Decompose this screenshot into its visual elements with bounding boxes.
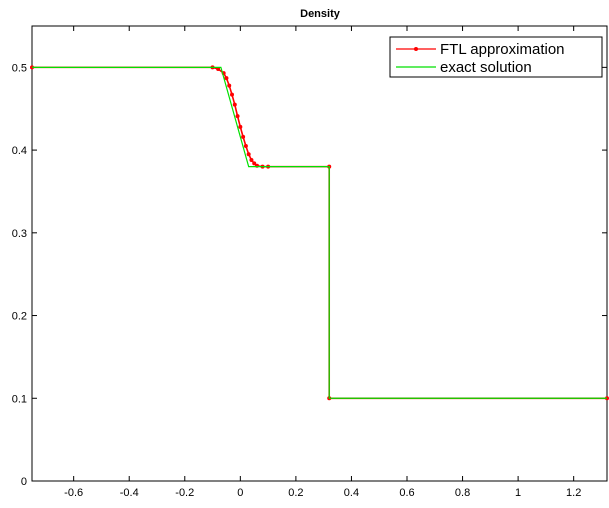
y-tick-label: 0.3 [12, 228, 27, 240]
y-tick-label: 0.2 [12, 311, 27, 323]
y-tick-label: 0.4 [12, 145, 27, 157]
x-tick-label: 0.6 [399, 487, 414, 499]
x-tick-label: -0.4 [120, 487, 139, 499]
data-point [238, 124, 243, 129]
data-point [224, 76, 229, 81]
x-tick-label: -0.2 [175, 487, 194, 499]
legend-box [389, 36, 603, 78]
legend-label-ftl: FTL approximation [440, 41, 565, 58]
data-point [216, 67, 221, 72]
x-tick-label: 0.2 [288, 487, 303, 499]
x-tick-label: -0.6 [64, 487, 83, 499]
data-point [230, 92, 234, 97]
x-tick-label: 0 [237, 487, 243, 499]
axis-ticks: -0.6 -0.4 -0.2 0 0.2 0.4 0.6 0.8 1 1.2 0 0.1 0.2 0.3 0… [12, 26, 607, 499]
data-point [249, 158, 254, 163]
series-layer [30, 65, 609, 401]
data-point [246, 152, 251, 157]
legend: FTL approximation exact solution [389, 36, 603, 78]
data-point [243, 143, 248, 148]
chart-title: Density [300, 8, 341, 20]
plot-area [31, 25, 608, 482]
data-point [232, 102, 237, 107]
legend-label-exact: exact solution [440, 59, 532, 76]
y-tick-label: 0.1 [12, 393, 27, 405]
y-tick-label: 0 [21, 476, 27, 488]
y-tick-label: 0.5 [12, 62, 27, 74]
data-point [252, 161, 257, 166]
x-tick-label: 1 [515, 487, 521, 499]
series-line-1 [32, 66, 607, 399]
x-tick-label: 0.8 [455, 487, 470, 499]
x-tick-label: 1.2 [566, 487, 581, 499]
data-point [241, 134, 246, 139]
data-point [227, 83, 232, 88]
data-point [235, 114, 240, 119]
x-tick-label: 0.4 [344, 487, 359, 499]
legend-marker-ftl [414, 47, 418, 51]
